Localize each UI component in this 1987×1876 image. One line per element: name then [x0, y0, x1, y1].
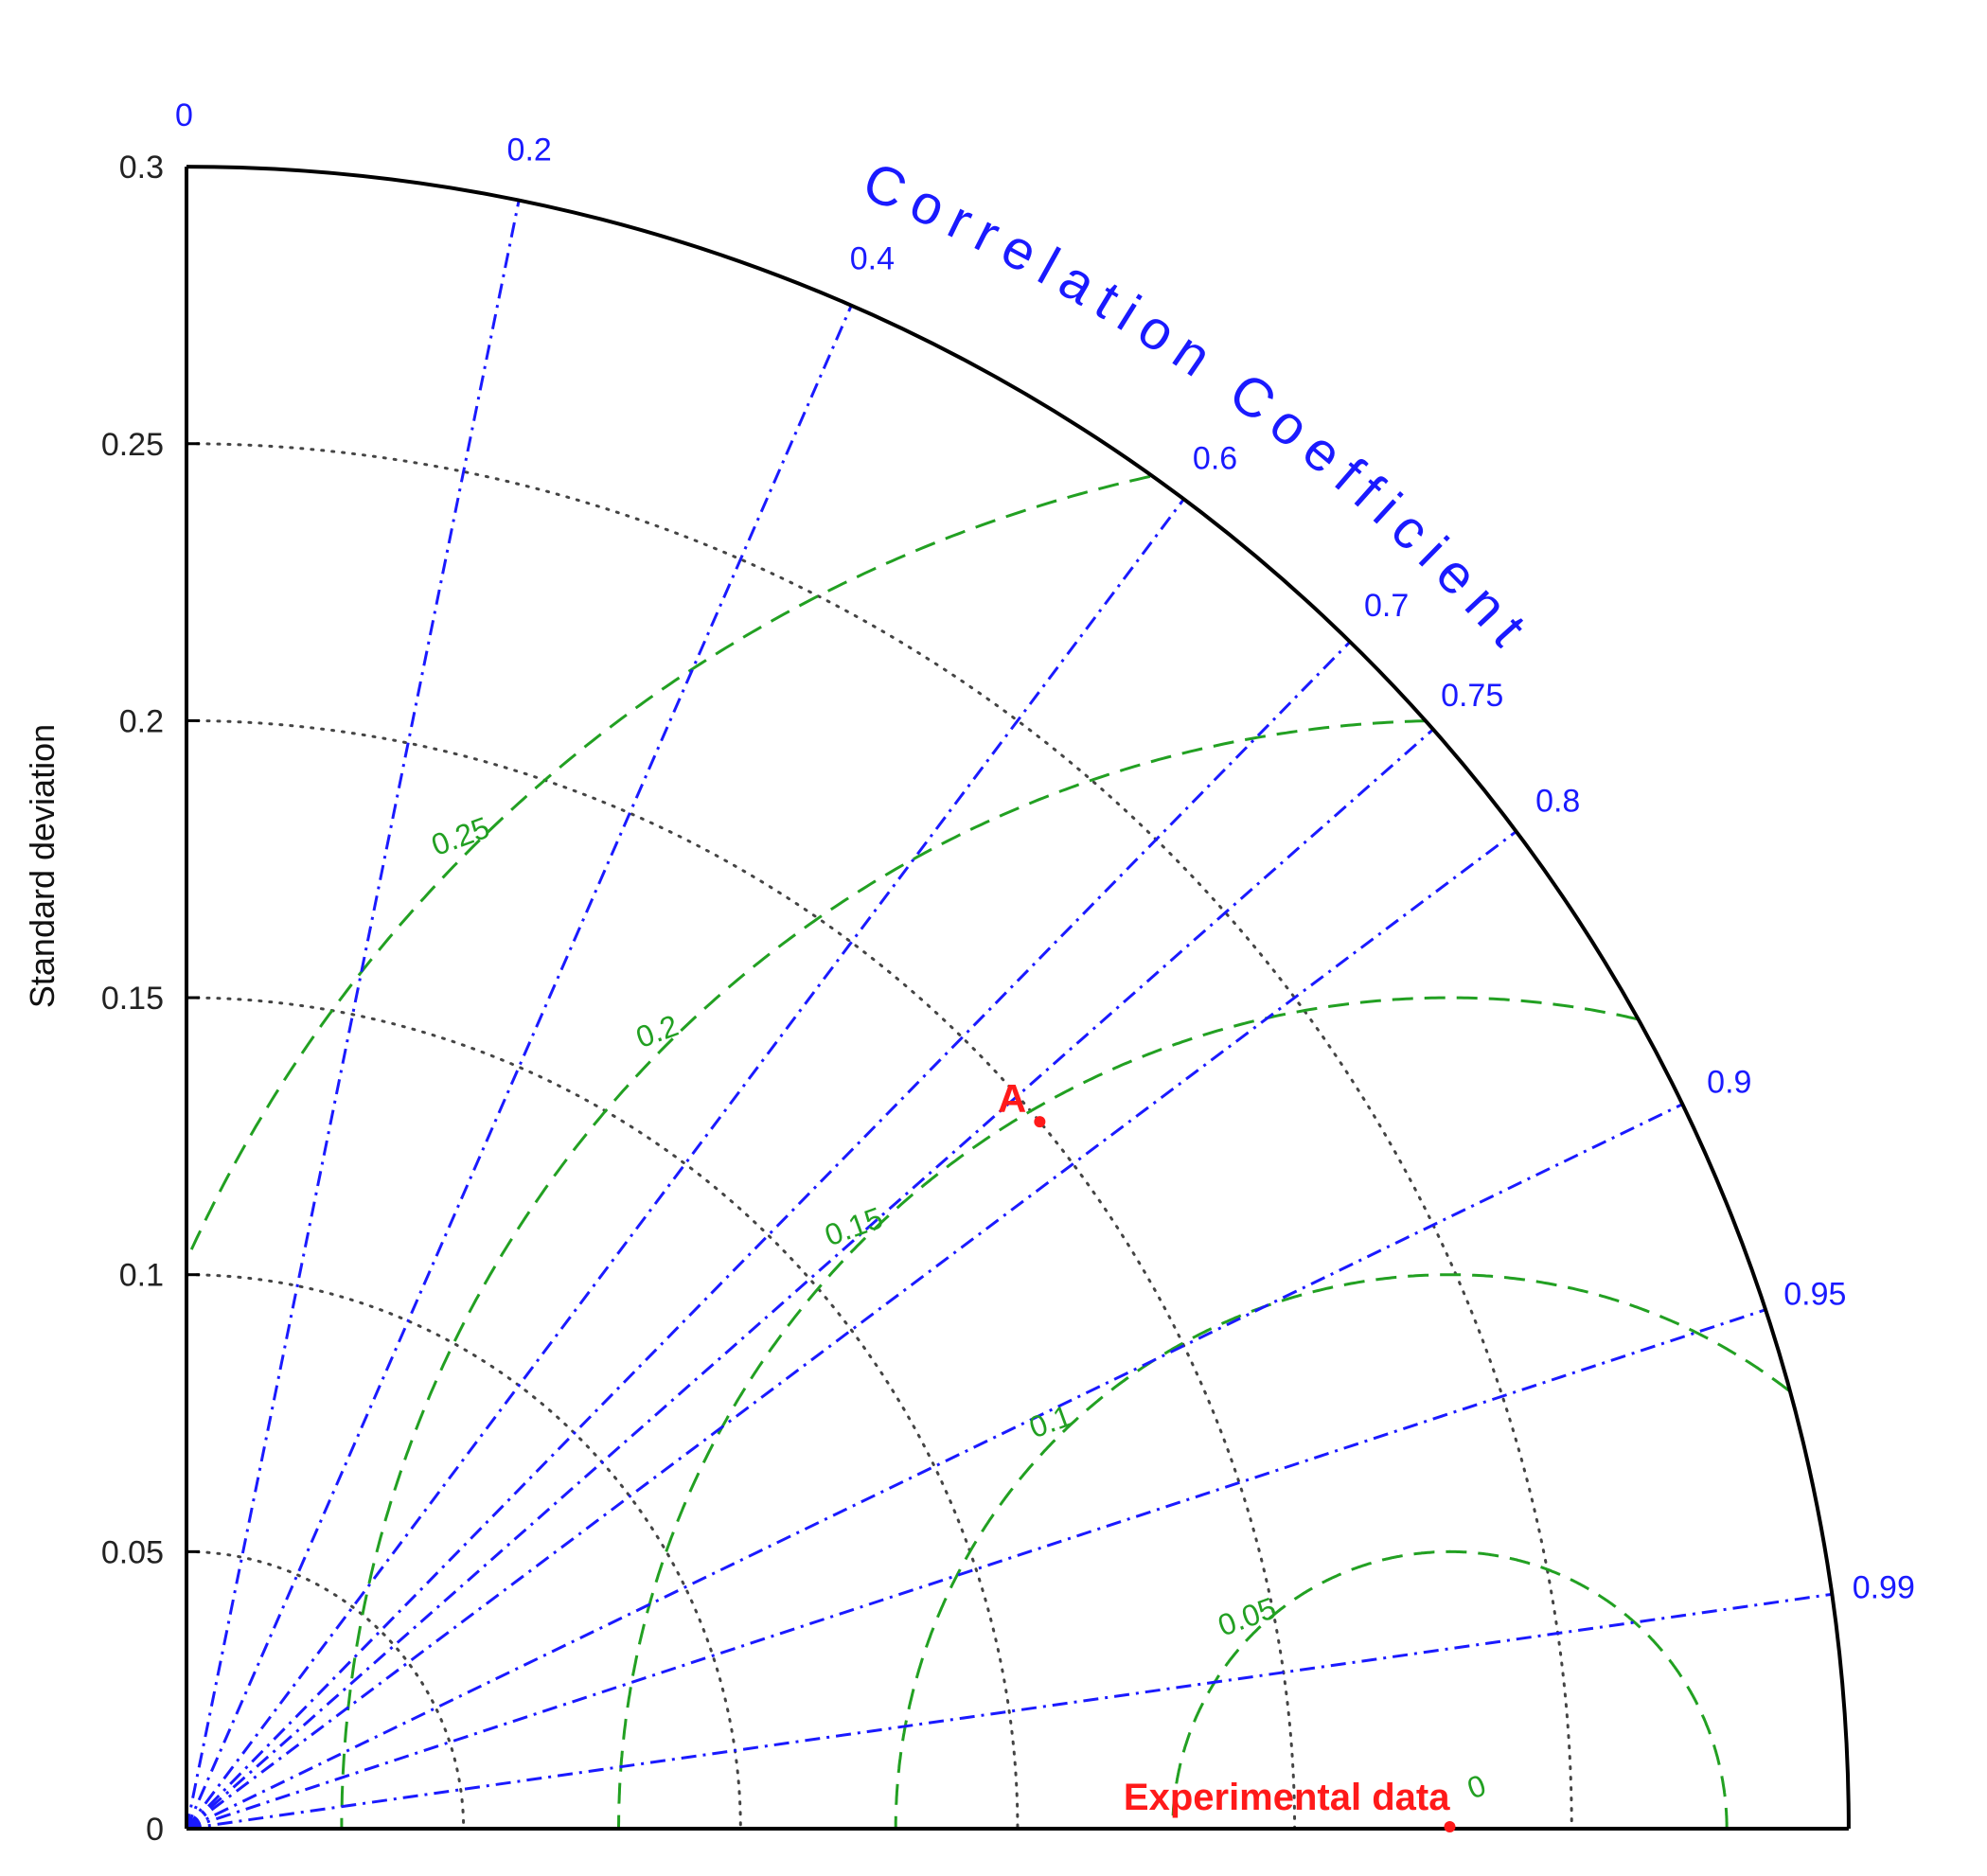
std-tick-label: 0.05: [101, 1534, 164, 1570]
correlation-axis-title: Correlation Coefficient: [855, 150, 1546, 666]
outer-arc: [186, 165, 1851, 1830]
rms-tick-label: 0.25: [427, 810, 494, 862]
data-points: A Experimental data: [998, 1076, 1456, 1832]
correlation-ray: [185, 305, 853, 1830]
y-axis-title: Standard deviation: [23, 724, 62, 1008]
rms-contour: [340, 719, 1426, 1829]
rms-contour: [185, 474, 1151, 1261]
correlation-tick-label: 0.95: [1783, 1277, 1846, 1313]
reference-point-marker: [1444, 1821, 1456, 1832]
correlation-axis-title-path: Correlation Coefficient: [855, 150, 1535, 666]
rms-labels: 0.05 0.1 0.15 0.2 0.25 0: [427, 810, 1490, 1806]
rms-tick-label: 0.05: [1214, 1590, 1281, 1642]
std-dev-gridlines: [185, 442, 1573, 1831]
std-dev-arc: [185, 718, 1297, 1831]
correlation-tick-label: 0.8: [1535, 783, 1580, 819]
correlation-rays: [185, 167, 1833, 1831]
std-tick-label: 0.25: [101, 427, 164, 463]
correlation-tick-label: 0: [175, 97, 193, 133]
std-tick-label: 0.2: [119, 703, 164, 739]
correlation-ray: [185, 498, 1185, 1830]
correlation-tick-label: 0.99: [1853, 1570, 1915, 1606]
std-dev-arc: [185, 996, 1020, 1831]
data-point-marker: [1034, 1116, 1046, 1128]
rms-zero-label: 0: [1463, 1768, 1490, 1806]
correlation-tick-label: 0.75: [1441, 678, 1503, 714]
correlation-tick-label: 0.4: [850, 240, 895, 276]
rms-tick-label: 0.1: [1024, 1398, 1075, 1444]
correlation-ray: [185, 200, 521, 1830]
diagram-frame: [185, 165, 1851, 1831]
std-tick-label: 0.15: [101, 981, 164, 1017]
std-tick-label: 0.1: [119, 1258, 164, 1294]
correlation-tick-label: 0.7: [1364, 588, 1409, 624]
rms-tick-label: 0.2: [631, 1008, 683, 1054]
data-point-label: A: [998, 1076, 1026, 1121]
correlation-ray: [186, 728, 1434, 1831]
std-dev-arc: [185, 442, 1573, 1831]
correlation-ray: [186, 1308, 1766, 1831]
correlation-ray: [186, 1103, 1683, 1831]
std-dev-arc: [185, 1549, 466, 1831]
correlation-ray: [185, 640, 1352, 1831]
reference-point-label: Experimental data: [1124, 1777, 1450, 1818]
correlation-tick-label: 0.2: [507, 133, 552, 168]
rms-tick-label: 0.15: [820, 1200, 887, 1252]
correlation-ray: [186, 830, 1517, 1831]
correlation-tick-label: 0.9: [1707, 1065, 1751, 1101]
rms-contour: [617, 996, 1638, 1829]
std-dev-ticks: 0 0.05 0.1 0.15 0.2 0.25 0.3: [101, 150, 200, 1848]
correlation-ray: [186, 1592, 1833, 1831]
correlation-tick-label: 0.6: [1193, 440, 1237, 476]
rms-contour: [894, 1273, 1790, 1829]
rms-contours: [185, 474, 1790, 1829]
std-tick-label: 0: [146, 1812, 164, 1848]
std-tick-label: 0.3: [119, 150, 164, 186]
rms-contour: [1171, 1549, 1729, 1829]
